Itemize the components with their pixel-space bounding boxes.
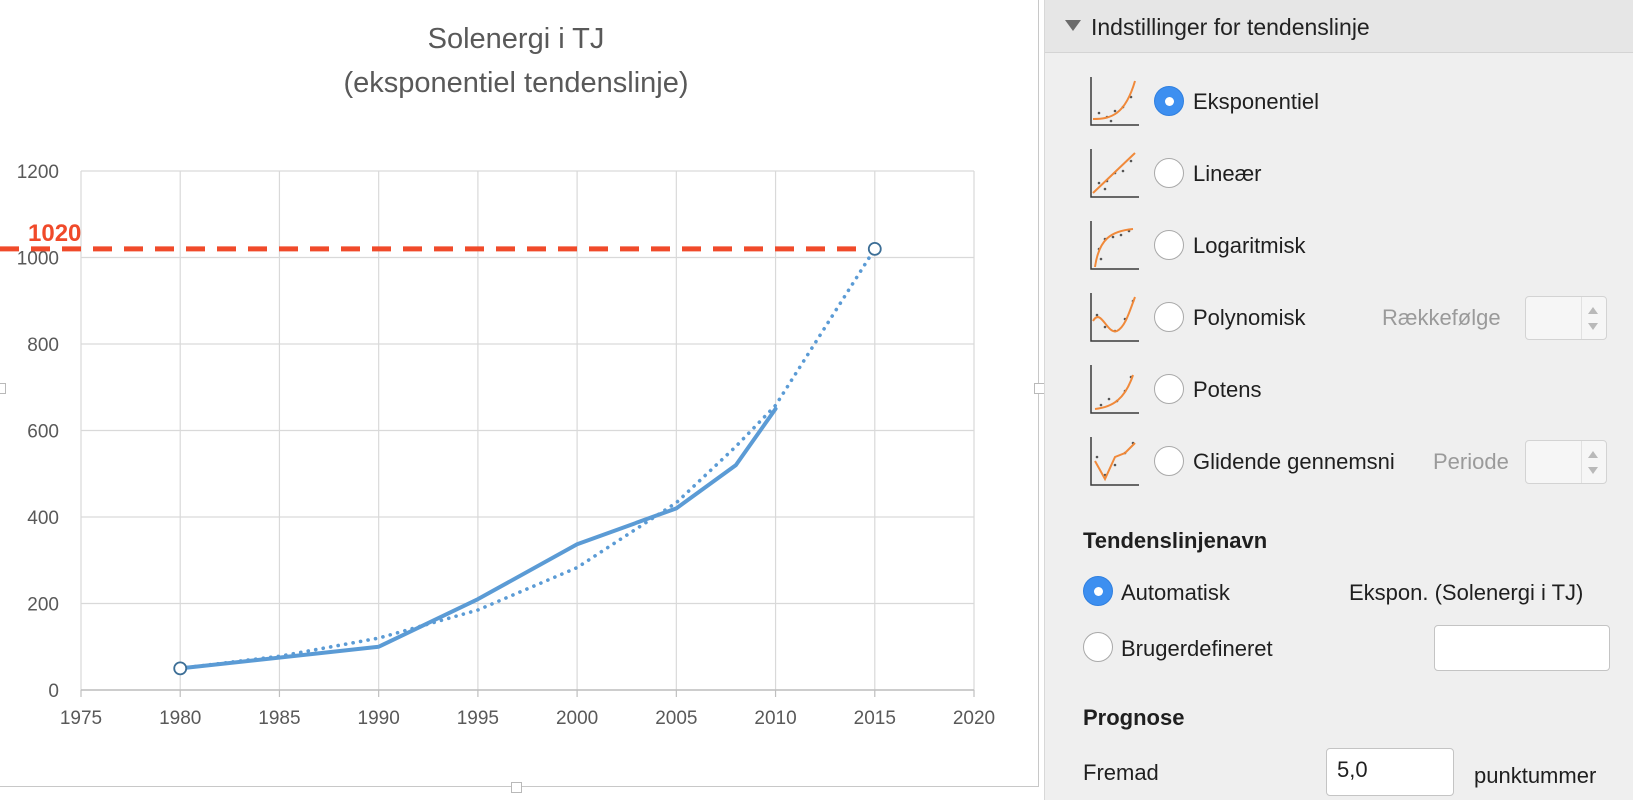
panel-header[interactable]: Indstillinger for tendenslinje xyxy=(1045,0,1633,53)
stepper-divider xyxy=(1581,441,1582,483)
resize-handle-bottom[interactable] xyxy=(511,782,522,793)
x-tick-label: 2010 xyxy=(754,708,796,729)
x-tick-label: 1995 xyxy=(457,708,499,729)
panel-header-title: Indstillinger for tendenslinje xyxy=(1091,14,1370,40)
exponential-trend-icon xyxy=(1090,77,1139,126)
moving-average-trend-icon xyxy=(1090,437,1139,486)
stepper-up-arrow-icon[interactable] xyxy=(1588,307,1598,314)
option-label-power: Potens xyxy=(1193,377,1262,402)
y-tick-label: 400 xyxy=(27,508,59,529)
option-label-polynomial: Polynomisk xyxy=(1193,305,1306,330)
logarithmic-trend-icon xyxy=(1090,221,1139,270)
y-tick-label: 600 xyxy=(27,422,59,443)
option-label-linear: Lineær xyxy=(1193,161,1262,186)
resize-handle-left[interactable] xyxy=(0,383,6,394)
option-row-power[interactable]: Potens xyxy=(1045,361,1633,421)
period-stepper[interactable] xyxy=(1525,440,1607,484)
chart-title-line1: Solenergi i TJ xyxy=(428,23,605,55)
power-trend-icon xyxy=(1090,365,1139,414)
radio-exponential[interactable] xyxy=(1154,86,1184,116)
option-label-moving-average: Glidende gennemsni xyxy=(1193,449,1395,474)
forward-label: Fremad xyxy=(1083,760,1159,785)
order-label: Rækkefølge xyxy=(1382,305,1501,330)
data-line-series xyxy=(178,406,778,671)
chart-area[interactable]: 1975 1980 1985 1990 1995 2000 2005 2010 2015 2020… xyxy=(0,0,1045,800)
x-tick-label: 1990 xyxy=(358,708,400,729)
automatic-name-label: Automatisk xyxy=(1121,580,1230,605)
data-point-marker xyxy=(173,661,188,676)
chart-axes: 1975 1980 1985 1990 1995 2000 2005 2010 2015 2020… xyxy=(17,162,995,729)
option-label-exponential: Eksponentiel xyxy=(1193,89,1319,114)
polynomial-trend-icon xyxy=(1090,293,1139,342)
period-label: Periode xyxy=(1427,449,1509,475)
custom-name-input[interactable] xyxy=(1434,625,1610,671)
y-tick-label: 800 xyxy=(27,335,59,356)
chart-reference: 1020 xyxy=(0,220,882,676)
trendline-name-heading: Tendenslinjenavn xyxy=(1083,528,1268,553)
option-row-linear[interactable]: Lineær xyxy=(1045,145,1633,205)
radio-automatic-name[interactable] xyxy=(1083,576,1113,606)
x-tick-label: 2005 xyxy=(655,708,697,729)
y-tick-label: 1200 xyxy=(17,162,59,183)
y-tick-label: 200 xyxy=(27,595,59,616)
x-tick-label: 1980 xyxy=(159,708,201,729)
collapse-triangle-icon[interactable] xyxy=(1065,20,1081,31)
y-tick-label: 0 xyxy=(48,681,59,702)
stepper-up-arrow-icon[interactable] xyxy=(1588,451,1598,458)
custom-name-label: Brugerdefineret xyxy=(1121,636,1273,661)
trendline-dotted-series xyxy=(178,247,877,671)
radio-linear[interactable] xyxy=(1154,158,1184,188)
forecast-heading: Prognose xyxy=(1083,705,1185,730)
x-tick-label: 1975 xyxy=(60,708,102,729)
order-stepper[interactable] xyxy=(1525,296,1607,340)
chart-title-line2: (eksponentiel tendenslinje) xyxy=(344,67,689,99)
option-row-logarithmic[interactable]: Logaritmisk xyxy=(1045,217,1633,277)
radio-logarithmic[interactable] xyxy=(1154,230,1184,260)
linear-trend-icon xyxy=(1090,149,1139,198)
data-point-marker xyxy=(867,241,882,256)
x-tick-label: 1985 xyxy=(258,708,300,729)
option-row-moving-average[interactable]: Glidende gennemsni Periode xyxy=(1045,433,1633,493)
option-label-logarithmic: Logaritmisk xyxy=(1193,233,1306,258)
trendline-settings-panel: Indstillinger for tendenslinje Eksponent… xyxy=(1044,0,1633,800)
radio-polynomial[interactable] xyxy=(1154,302,1184,332)
chart-series xyxy=(178,247,877,671)
x-tick-label: 2000 xyxy=(556,708,598,729)
x-tick-label: 2020 xyxy=(953,708,995,729)
automatic-name-value: Ekspon. (Solenergi i TJ) xyxy=(1349,580,1584,605)
option-row-exponential[interactable]: Eksponentiel xyxy=(1045,73,1633,133)
radio-power[interactable] xyxy=(1154,374,1184,404)
radio-custom-name[interactable] xyxy=(1083,632,1113,662)
forward-periods-input[interactable]: 5,0 xyxy=(1326,748,1454,796)
radio-moving-average[interactable] xyxy=(1154,446,1184,476)
reference-value-label: 1020 xyxy=(28,220,81,247)
option-row-polynomial[interactable]: Polynomisk Rækkefølge xyxy=(1045,289,1633,349)
points-unit-label: punktummer xyxy=(1474,763,1597,788)
stepper-down-arrow-icon[interactable] xyxy=(1588,467,1598,474)
y-tick-label: 1000 xyxy=(17,249,59,270)
stepper-divider xyxy=(1581,297,1582,339)
stepper-down-arrow-icon[interactable] xyxy=(1588,323,1598,330)
chart-svg: 1975 1980 1985 1990 1995 2000 2005 2010 2015 2020… xyxy=(0,23,995,729)
x-tick-label: 2015 xyxy=(854,708,896,729)
